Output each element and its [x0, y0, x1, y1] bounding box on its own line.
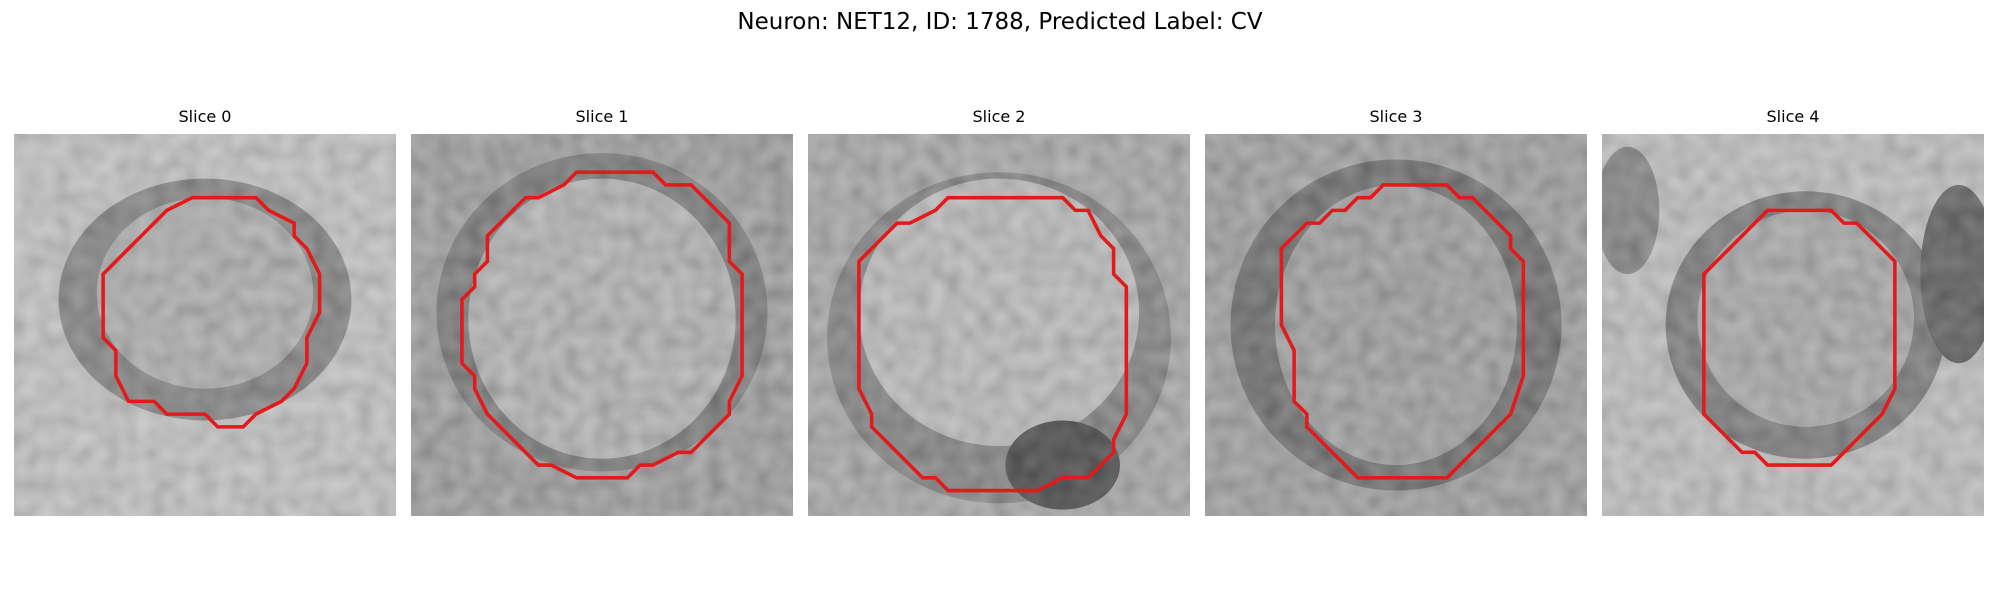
slice-title: Slice 0 [178, 107, 232, 126]
contour-outline [1702, 208, 1897, 467]
image-texture [808, 134, 1190, 516]
slice-title: Slice 3 [1369, 107, 1423, 126]
image-texture [14, 134, 396, 516]
slice-panel-4: Slice 4 [1602, 106, 1984, 516]
image-texture [411, 134, 793, 516]
slice-panel-2: Slice 2 [808, 106, 1190, 516]
slice-image [1602, 134, 1984, 516]
slice-title: Slice 1 [575, 107, 629, 126]
slice-title: Slice 4 [1766, 107, 1820, 126]
image-texture [1602, 134, 1984, 516]
slice-image [1205, 134, 1587, 516]
slice-panel-3: Slice 3 [1205, 106, 1587, 516]
figure-title: Neuron: NET12, ID: 1788, Predicted Label… [737, 9, 1263, 35]
slice-image [411, 134, 793, 516]
contour-outline [460, 170, 744, 480]
slice-panel-1: Slice 1 [411, 106, 793, 516]
slice-image [14, 134, 396, 516]
contour-outline [101, 195, 322, 429]
image-texture [1205, 134, 1587, 516]
slice-title: Slice 2 [972, 107, 1026, 126]
contour-outline [1279, 183, 1526, 480]
slice-panel-0: Slice 0 [14, 106, 396, 516]
contour-outline [857, 195, 1129, 493]
slice-image [808, 134, 1190, 516]
